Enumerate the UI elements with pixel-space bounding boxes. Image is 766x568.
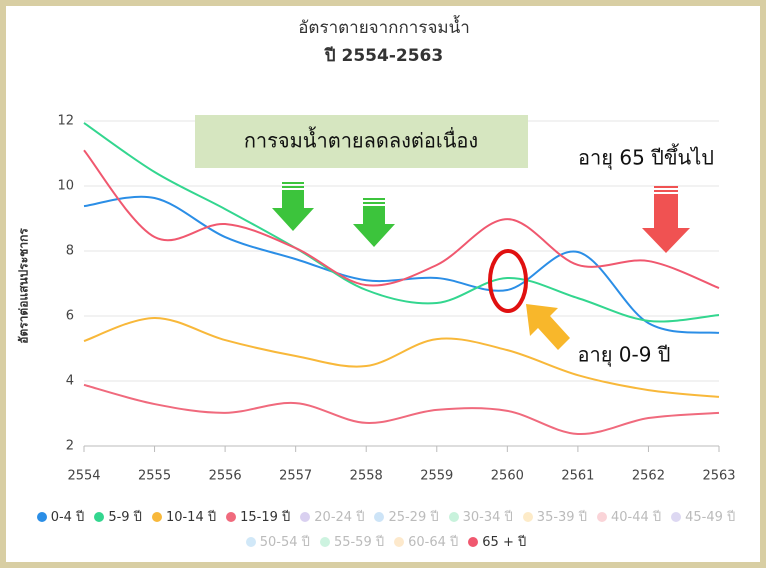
highlight-circle — [488, 249, 528, 313]
legend-item[interactable]: 55-59 ปี — [319, 531, 385, 552]
x-tick-label: 2563 — [702, 469, 735, 484]
x-tick-label: 2562 — [632, 469, 665, 484]
legend-label: 45-49 ปี — [685, 510, 736, 525]
legend-marker — [468, 536, 479, 547]
legend-item[interactable]: 60-64 ปี — [394, 531, 458, 552]
x-tick-label: 2554 — [67, 469, 100, 484]
series-line — [83, 195, 720, 334]
legend-label: 5-9 ปี — [108, 510, 142, 525]
chart-subtitle: ปี 2554-2563 — [324, 45, 443, 66]
legend-label: 25-29 ปี — [388, 510, 439, 525]
legend-item[interactable]: 5-9 ปี — [94, 506, 142, 527]
series-line — [83, 122, 720, 323]
legend-item[interactable]: 35-39 ปี — [522, 506, 587, 527]
legend-marker — [226, 511, 237, 522]
legend-label: 15-19 ปี — [240, 510, 291, 525]
legend-item[interactable]: 40-44 ปี — [596, 506, 662, 527]
legend-marker — [671, 511, 682, 522]
legend-label: 20-24 ปี — [314, 510, 365, 525]
legend-item[interactable]: 30-34 ปี — [448, 506, 513, 527]
legend-item[interactable]: 10-14 ปี — [151, 506, 217, 527]
arrow — [272, 182, 395, 247]
legend-label: 10-14 ปี — [165, 510, 217, 525]
arrow — [642, 186, 690, 253]
legend-item[interactable]: 50-54 ปี — [245, 531, 310, 552]
legend: 0-4 ปี 5-9 ปี 10-14 ปี 15-19 ปี 20-24 ปี 25-2… — [36, 506, 736, 552]
legend-marker — [596, 511, 607, 522]
legend-label: 65 + ปี — [482, 535, 527, 550]
legend-marker — [319, 536, 330, 547]
chart-frame: อัตราตายจากการจมน้ำ ปี 2554-2563 อัตราต่… — [6, 6, 760, 562]
legend-label: 30-34 ปี — [462, 510, 513, 525]
legend-label: 0-4 ปี — [50, 510, 85, 525]
series-line — [83, 316, 720, 398]
y-tick-label: 6 — [66, 309, 74, 324]
x-tick-label: 2555 — [138, 469, 171, 484]
y-tick-label: 4 — [66, 374, 74, 389]
annotation: อายุ 0-9 ปี — [577, 343, 670, 368]
legend-item[interactable]: 45-49 ปี — [671, 506, 735, 527]
y-axis-label: อัตราต่อแสนประชากร — [17, 228, 31, 344]
series-line — [83, 383, 720, 435]
annotation-box — [195, 115, 528, 168]
x-tick-label: 2560 — [491, 469, 524, 484]
chart: อัตราตายจากการจมน้ำ ปี 2554-2563 อัตราต่… — [17, 15, 736, 484]
legend-marker — [94, 511, 105, 522]
legend-item[interactable]: 65 + ปี — [468, 531, 526, 552]
legend-item[interactable]: 0-4 ปี — [36, 506, 85, 527]
x-tick-label: 2557 — [279, 469, 312, 484]
y-tick-label: 12 — [57, 114, 74, 129]
legend-marker — [245, 536, 256, 547]
series-line — [83, 149, 720, 289]
legend-item[interactable]: 15-19 ปี — [226, 506, 290, 527]
x-tick-label: 2561 — [561, 469, 594, 484]
legend-marker — [374, 511, 385, 522]
annotation: อายุ 65 ปีขึ้นไป — [578, 144, 714, 171]
legend-label: 35-39 ปี — [536, 510, 587, 525]
legend-marker — [300, 511, 311, 522]
x-tick-label: 2558 — [350, 469, 383, 484]
x-tick-label: 2556 — [209, 469, 242, 484]
legend-label: 60-64 ปี — [408, 535, 459, 550]
legend-label: 55-59 ปี — [333, 535, 385, 550]
legend-item[interactable]: 20-24 ปี — [300, 506, 364, 527]
legend-marker — [448, 511, 459, 522]
annotation: การจมน้ำตายลดลงต่อเนื่อง — [244, 127, 478, 153]
legend-label: 40-44 ปี — [610, 510, 662, 525]
legend-marker — [151, 511, 162, 522]
legend-marker — [394, 536, 405, 547]
chart-title: อัตราตายจากการจมน้ำ — [298, 15, 470, 38]
legend-marker — [36, 511, 47, 522]
legend-marker — [522, 511, 533, 522]
legend-item[interactable]: 25-29 ปี — [374, 506, 439, 527]
y-tick-label: 8 — [66, 244, 74, 259]
arrow — [526, 304, 570, 350]
y-tick-label: 2 — [66, 439, 74, 454]
legend-label: 50-54 ปี — [259, 535, 310, 550]
x-tick-label: 2559 — [420, 469, 453, 484]
y-tick-label: 10 — [57, 179, 74, 194]
